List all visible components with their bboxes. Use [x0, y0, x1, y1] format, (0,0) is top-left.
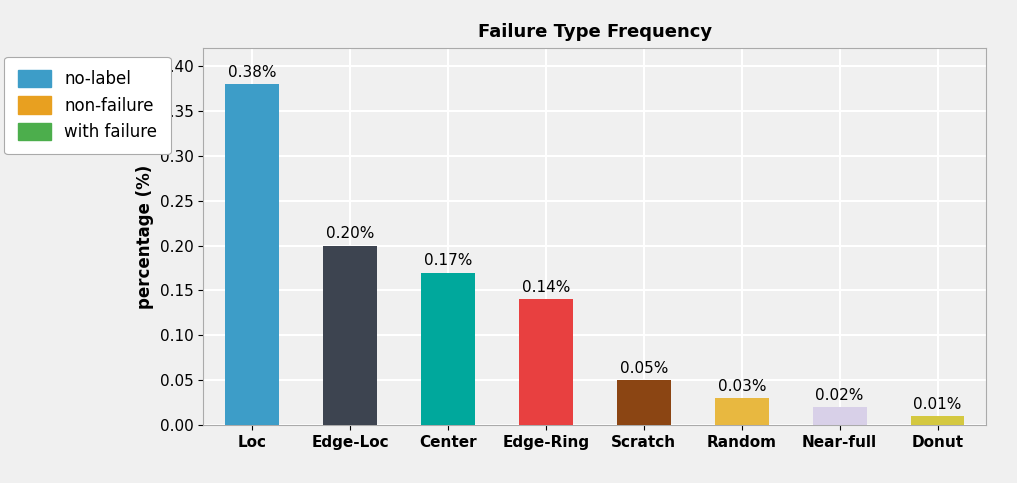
- Text: 0.05%: 0.05%: [619, 361, 668, 376]
- Bar: [519, 299, 573, 425]
- Text: 0.20%: 0.20%: [326, 227, 374, 242]
- Text: 0.03%: 0.03%: [718, 379, 766, 394]
- Text: 0.38%: 0.38%: [228, 65, 277, 80]
- Y-axis label: percentage (%): percentage (%): [136, 165, 155, 309]
- Title: Failure Type Frequency: Failure Type Frequency: [478, 23, 712, 41]
- Bar: [715, 398, 769, 425]
- Bar: [323, 246, 377, 425]
- Legend: no-label, non-failure, with failure: no-label, non-failure, with failure: [4, 57, 171, 155]
- Text: 0.01%: 0.01%: [913, 397, 962, 412]
- Text: 0.17%: 0.17%: [424, 254, 472, 269]
- Text: 0.14%: 0.14%: [522, 280, 571, 295]
- Text: 0.02%: 0.02%: [816, 388, 863, 403]
- Bar: [421, 272, 475, 425]
- Bar: [910, 416, 964, 425]
- Bar: [226, 84, 280, 425]
- Bar: [617, 380, 671, 425]
- Bar: [813, 407, 866, 425]
